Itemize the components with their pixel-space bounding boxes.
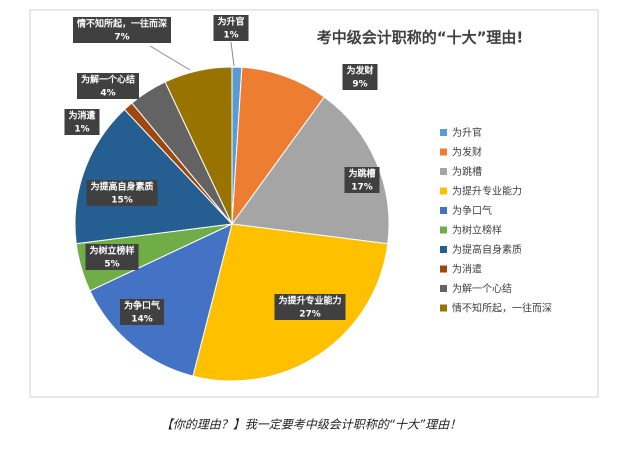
legend-swatch (440, 129, 447, 136)
legend-swatch (440, 207, 447, 214)
label-value: 1% (223, 31, 238, 41)
label-name: 为跳槽 (348, 168, 375, 180)
chart-title: 考中级会计职称的“十大”理由! (317, 29, 524, 47)
pie-slice (231, 96, 390, 245)
caption: 【你的理由？】我一定要考中级会计职称的“十大”理由！ (161, 418, 461, 432)
legend-swatch (440, 265, 447, 273)
data-label: 为发财 9% (342, 64, 378, 90)
data-label: 为树立榜样 5% (85, 244, 139, 270)
label-name: 情不知所起，一往而深 (76, 18, 167, 30)
label-value: 4% (100, 89, 115, 99)
leader-line (149, 45, 191, 71)
label-box (342, 64, 378, 90)
legend-label: 为树立榜样 (452, 224, 502, 237)
label-value: 1% (74, 125, 89, 135)
legend-swatch (440, 285, 447, 292)
legend-label: 为提高自身素质 (452, 243, 522, 256)
label-box (213, 15, 249, 41)
legend-label: 为解一个心结 (452, 282, 512, 295)
legend-label: 为跳槽 (452, 165, 482, 178)
legend-label: 为升官 (452, 126, 482, 139)
pie-slice (164, 66, 233, 225)
label-value: 17% (351, 183, 373, 193)
label-name: 为解一个心结 (81, 74, 135, 86)
label-box (64, 109, 100, 135)
label-name: 为升官 (217, 16, 244, 28)
label-value: 7% (114, 33, 129, 43)
legend-swatch (440, 246, 447, 253)
label-value: 27% (299, 310, 321, 320)
legend-label: 为提升专业能力 (452, 185, 522, 198)
data-label: 为消遣 1% (64, 109, 100, 135)
label-value: 9% (352, 80, 367, 90)
label-box (85, 244, 139, 270)
pie-slice (74, 108, 234, 245)
label-box (344, 167, 380, 193)
legend-label: 情不知所起，一往而深 (452, 302, 552, 315)
label-box (86, 180, 158, 206)
data-label: 为提升专业能力 27% (274, 294, 346, 320)
legend-swatch (440, 168, 447, 175)
legend-swatch (440, 148, 447, 156)
data-label: 为跳槽 17% (344, 167, 380, 193)
legend-label: 为争口气 (452, 204, 492, 217)
pie-slice (231, 66, 325, 226)
label-box (76, 73, 140, 99)
label-name: 为发财 (346, 65, 373, 77)
label-box (119, 299, 165, 325)
data-label: 为升官 1% (213, 15, 249, 41)
label-name: 为消遣 (68, 110, 95, 122)
label-name: 为树立榜样 (89, 245, 134, 257)
legend-swatch (440, 187, 447, 195)
legend-label: 为消遣 (452, 263, 482, 276)
legend-swatch (440, 226, 447, 234)
legend-label: 为发财 (452, 146, 482, 159)
data-label: 为争口气 14% (119, 299, 165, 325)
data-label: 为提高自身素质 15% (86, 180, 158, 206)
label-box (72, 17, 172, 43)
data-label: 为解一个心结 4% (76, 73, 140, 99)
label-value: 14% (131, 315, 153, 325)
data-label: 情不知所起，一往而深 7% (72, 17, 172, 43)
label-name: 为提升专业能力 (278, 295, 341, 307)
label-value: 15% (111, 196, 133, 206)
label-name: 为提高自身素质 (90, 181, 153, 193)
label-value: 5% (104, 260, 119, 270)
leader-line (230, 41, 235, 67)
label-name: 为争口气 (124, 300, 160, 312)
label-box (274, 294, 346, 320)
legend-swatch (440, 304, 447, 312)
